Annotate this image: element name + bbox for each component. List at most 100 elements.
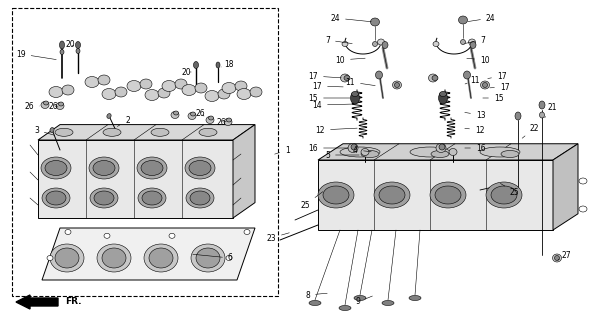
Ellipse shape bbox=[216, 62, 220, 68]
Ellipse shape bbox=[62, 85, 74, 95]
Ellipse shape bbox=[208, 116, 214, 120]
Text: 19: 19 bbox=[16, 50, 56, 60]
Ellipse shape bbox=[189, 161, 211, 175]
Ellipse shape bbox=[372, 42, 378, 46]
Ellipse shape bbox=[224, 118, 232, 125]
Ellipse shape bbox=[539, 101, 545, 109]
Text: 8: 8 bbox=[305, 291, 327, 300]
Ellipse shape bbox=[433, 42, 439, 46]
Text: 26: 26 bbox=[196, 108, 206, 117]
Ellipse shape bbox=[173, 111, 179, 115]
Ellipse shape bbox=[55, 248, 79, 268]
Polygon shape bbox=[38, 124, 255, 140]
Ellipse shape bbox=[354, 295, 366, 300]
Ellipse shape bbox=[579, 206, 587, 212]
Ellipse shape bbox=[42, 188, 70, 208]
Ellipse shape bbox=[188, 113, 196, 119]
Ellipse shape bbox=[94, 191, 114, 205]
Ellipse shape bbox=[194, 61, 198, 68]
Ellipse shape bbox=[309, 300, 321, 306]
Ellipse shape bbox=[351, 144, 357, 150]
Ellipse shape bbox=[104, 233, 110, 238]
Ellipse shape bbox=[205, 91, 219, 101]
Ellipse shape bbox=[552, 254, 562, 262]
Text: 2: 2 bbox=[117, 116, 130, 126]
Ellipse shape bbox=[196, 248, 220, 268]
Text: 14: 14 bbox=[312, 100, 352, 109]
Ellipse shape bbox=[195, 83, 207, 93]
Ellipse shape bbox=[65, 229, 71, 235]
Ellipse shape bbox=[539, 112, 545, 118]
Ellipse shape bbox=[206, 116, 214, 124]
Ellipse shape bbox=[483, 83, 487, 87]
Text: 23: 23 bbox=[266, 233, 289, 243]
Ellipse shape bbox=[103, 128, 121, 136]
Ellipse shape bbox=[428, 74, 438, 82]
Text: 18: 18 bbox=[221, 60, 234, 68]
Ellipse shape bbox=[41, 157, 71, 179]
Ellipse shape bbox=[227, 118, 231, 122]
Ellipse shape bbox=[186, 188, 214, 208]
Text: 27: 27 bbox=[558, 251, 572, 260]
Ellipse shape bbox=[98, 75, 110, 85]
Text: 9: 9 bbox=[355, 296, 372, 307]
Ellipse shape bbox=[430, 182, 466, 208]
Ellipse shape bbox=[344, 76, 350, 81]
Text: 17: 17 bbox=[309, 71, 341, 81]
Polygon shape bbox=[318, 144, 578, 160]
Text: 16: 16 bbox=[465, 143, 486, 153]
Ellipse shape bbox=[371, 18, 379, 26]
Ellipse shape bbox=[409, 295, 421, 300]
Ellipse shape bbox=[375, 71, 382, 79]
Text: 12: 12 bbox=[316, 125, 357, 134]
Ellipse shape bbox=[374, 182, 410, 208]
Ellipse shape bbox=[395, 83, 399, 87]
Text: 26: 26 bbox=[48, 101, 58, 110]
Ellipse shape bbox=[435, 186, 461, 204]
Ellipse shape bbox=[237, 89, 251, 100]
Text: 16: 16 bbox=[309, 143, 348, 153]
Ellipse shape bbox=[46, 191, 66, 205]
Ellipse shape bbox=[107, 114, 111, 118]
Text: 12: 12 bbox=[465, 125, 484, 134]
Ellipse shape bbox=[361, 148, 369, 156]
Ellipse shape bbox=[352, 92, 359, 97]
Ellipse shape bbox=[93, 161, 115, 175]
Polygon shape bbox=[318, 160, 553, 230]
Ellipse shape bbox=[138, 188, 166, 208]
Ellipse shape bbox=[50, 244, 84, 272]
Ellipse shape bbox=[90, 188, 118, 208]
Ellipse shape bbox=[76, 42, 80, 49]
Ellipse shape bbox=[145, 90, 159, 100]
Ellipse shape bbox=[250, 87, 262, 97]
Bar bbox=[12, 8, 278, 296]
Text: 15: 15 bbox=[483, 93, 504, 102]
Ellipse shape bbox=[190, 191, 210, 205]
Ellipse shape bbox=[149, 248, 173, 268]
Text: 21: 21 bbox=[545, 102, 558, 118]
Text: 13: 13 bbox=[465, 110, 486, 119]
Polygon shape bbox=[38, 140, 233, 218]
Ellipse shape bbox=[382, 300, 394, 306]
Polygon shape bbox=[553, 144, 578, 230]
Ellipse shape bbox=[348, 143, 358, 153]
Ellipse shape bbox=[191, 244, 225, 272]
Ellipse shape bbox=[318, 182, 354, 208]
Ellipse shape bbox=[342, 42, 348, 46]
Ellipse shape bbox=[464, 71, 470, 79]
Ellipse shape bbox=[115, 87, 127, 97]
Ellipse shape bbox=[379, 186, 405, 204]
Ellipse shape bbox=[555, 255, 559, 260]
Ellipse shape bbox=[378, 39, 385, 45]
Ellipse shape bbox=[392, 81, 402, 89]
Ellipse shape bbox=[158, 88, 170, 98]
Ellipse shape bbox=[218, 89, 230, 99]
Ellipse shape bbox=[60, 41, 64, 49]
Text: 20: 20 bbox=[182, 68, 192, 76]
Ellipse shape bbox=[382, 42, 388, 49]
Ellipse shape bbox=[182, 84, 196, 95]
Ellipse shape bbox=[340, 147, 380, 157]
Ellipse shape bbox=[480, 147, 520, 157]
Ellipse shape bbox=[41, 101, 49, 108]
Ellipse shape bbox=[85, 76, 99, 87]
